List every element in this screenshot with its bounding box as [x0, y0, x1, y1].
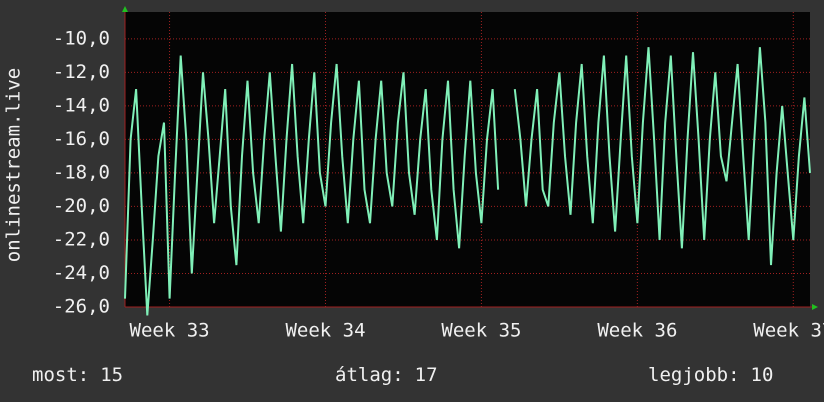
- y-tick-label: -14,0: [53, 94, 110, 116]
- x-arrow: [812, 304, 818, 310]
- plot-area: [125, 12, 810, 307]
- y-tick-label: -22,0: [53, 228, 110, 250]
- x-tick-label: Week 34: [285, 320, 365, 342]
- y-tick-label: -16,0: [53, 128, 110, 150]
- data-line: [124, 55, 500, 316]
- y-arrow: [122, 6, 128, 12]
- stat-label: átlag:: [335, 364, 404, 386]
- stat: átlag: 17: [335, 364, 438, 386]
- y-tick-label: -26,0: [53, 296, 110, 318]
- x-tick-label: Week 36: [597, 320, 677, 342]
- x-tick-label: Week 33: [130, 320, 210, 342]
- data-line: [513, 47, 811, 266]
- stat-value: 17: [415, 364, 438, 386]
- x-tick-label: Week 37: [753, 320, 824, 342]
- y-tick-label: -24,0: [53, 262, 110, 284]
- stat-value: 15: [100, 364, 123, 386]
- y-tick-label: -10,0: [53, 27, 110, 49]
- y-tick-label: -12,0: [53, 61, 110, 83]
- stat: most: 15: [32, 364, 123, 386]
- y-tick-label: -18,0: [53, 161, 110, 183]
- stat-label: legjobb:: [648, 364, 740, 386]
- x-tick-label: Week 35: [441, 320, 521, 342]
- stat-value: 10: [751, 364, 774, 386]
- y-axis-label: onlinestream.live: [3, 68, 25, 262]
- stat: legjobb: 10: [648, 364, 773, 386]
- y-tick-label: -20,0: [53, 195, 110, 217]
- stat-label: most:: [32, 364, 89, 386]
